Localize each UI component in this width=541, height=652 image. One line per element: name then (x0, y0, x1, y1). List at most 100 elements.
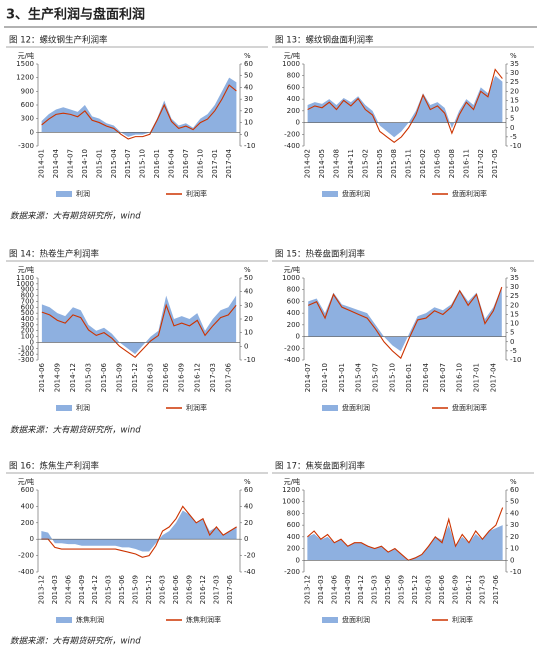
y-tick-label: 800 (287, 286, 300, 294)
x-tick-label: 2014-08 (332, 149, 340, 178)
x-tick-label: 2017-03 (212, 575, 220, 604)
y-tick-label: 200 (21, 327, 34, 335)
y2-tick-label: -5 (510, 347, 517, 355)
x-tick-label: 2015-06 (384, 574, 392, 604)
y2-tick-label: 40 (244, 83, 253, 91)
legend-swatch (56, 405, 72, 411)
y2-tick-label: 10 (510, 545, 519, 553)
y-tick-label: 1200 (282, 486, 300, 494)
x-tick-label: 2015-12 (131, 363, 139, 392)
y2-axis-label: % (510, 478, 517, 486)
rate-line (41, 84, 237, 140)
profit-area (308, 286, 502, 352)
x-tick-label: 2015-06 (100, 362, 108, 392)
x-tick-label: 2015-07 (124, 149, 132, 178)
y2-tick-label: 0 (510, 338, 514, 346)
y-tick-label: 900 (21, 286, 34, 294)
y2-tick-label: 50 (244, 72, 253, 80)
x-tick-label: 2013-12 (303, 575, 311, 604)
y2-tick-label: 10 (510, 320, 519, 328)
x-tick-label: 2014-07 (304, 363, 312, 392)
chart-title: 图 17：焦炭盘面利润率 (275, 461, 366, 472)
x-tick-label: 2017-01 (473, 363, 481, 392)
x-tick-label: 2015-03 (105, 575, 113, 604)
y2-tick-label: 30 (244, 301, 253, 309)
rate-line (307, 286, 503, 360)
x-tick-label: 2017-04 (489, 362, 497, 392)
y2-axis-label: % (244, 478, 251, 486)
x-tick-label: 2015-02 (361, 149, 369, 178)
legend-label: 利润率 (452, 615, 473, 624)
y2-axis-label: % (510, 52, 517, 60)
y-tick-label: 600 (21, 486, 34, 494)
x-tick-label: 2015-04 (110, 148, 118, 178)
y-tick-label: 0 (296, 556, 300, 564)
y-tick-label: 600 (21, 303, 34, 311)
legend-swatch (322, 191, 338, 197)
x-tick-label: 2016-11 (462, 149, 470, 178)
x-tick-label: 2017-06 (226, 574, 234, 604)
y-tick-label: 900 (21, 87, 34, 95)
y-axis-label: 元/吨 (284, 477, 300, 486)
y-tick-label: 400 (21, 502, 34, 510)
y-tick-label: 700 (21, 297, 34, 305)
source-note: 数据来源：大有期货研究所，wind (10, 636, 141, 647)
x-tick-label: 2016-03 (425, 575, 433, 604)
x-tick-label: 2016-03 (147, 363, 155, 392)
x-tick-label: 2014-09 (78, 575, 86, 604)
y2-tick-label: 20 (510, 87, 519, 95)
legend-swatch (322, 617, 338, 623)
y2-tick-label: 0 (244, 535, 248, 543)
legend-label: 利润率 (186, 403, 207, 412)
y2-tick-label: 60 (510, 486, 519, 494)
x-tick-label: 2017-04 (225, 148, 233, 178)
x-tick-label: 2015-05 (376, 149, 384, 178)
y-axis-label: 元/吨 (18, 265, 34, 274)
y2-tick-label: 40 (244, 288, 253, 296)
profit-area (307, 75, 503, 138)
x-tick-label: 2014-09 (53, 363, 61, 392)
x-tick-label: 2015-04 (355, 362, 363, 392)
y-tick-label: 1500 (16, 60, 34, 68)
legend-swatch (322, 405, 338, 411)
x-tick-label: 2014-02 (304, 149, 312, 178)
x-tick-label: 2013-12 (37, 575, 45, 604)
x-tick-label: 2016-03 (159, 575, 167, 604)
y-tick-label: 1100 (16, 274, 34, 282)
x-tick-label: 2017-01 (211, 149, 219, 178)
y-tick-label: 200 (21, 519, 34, 527)
y2-axis-label: % (244, 266, 251, 274)
y-tick-label: -200 (284, 344, 300, 352)
y-tick-label: 400 (287, 309, 300, 317)
profit-area (41, 77, 237, 137)
y-tick-label: -400 (284, 356, 300, 364)
x-tick-label: 2016-12 (465, 575, 473, 604)
y-tick-label: 1000 (282, 274, 300, 282)
y-tick-label: 0 (30, 128, 34, 136)
legend-label: 盘面利润率 (452, 189, 487, 198)
y-tick-label: 200 (287, 107, 300, 115)
y2-tick-label: 30 (510, 69, 519, 77)
y2-tick-label: 0 (510, 124, 514, 132)
legend-label: 炼焦利润率 (186, 615, 221, 624)
y-tick-label: 0 (30, 535, 34, 543)
y2-tick-label: -5 (510, 133, 517, 141)
y-tick-label: -400 (284, 142, 300, 150)
x-tick-label: 2015-01 (338, 363, 346, 392)
legend-label: 炼焦利润 (76, 615, 104, 624)
source-note: 数据来源：大有期货研究所，wind (10, 211, 141, 222)
y2-tick-label: 25 (510, 78, 519, 86)
chart-title: 图 12：螺纹钢生产利润率 (9, 35, 108, 46)
y-tick-label: -400 (18, 568, 34, 576)
y2-tick-label: 20 (510, 301, 519, 309)
y-tick-label: 600 (21, 101, 34, 109)
y2-tick-label: 60 (244, 486, 253, 494)
y2-tick-label: 50 (510, 498, 519, 506)
page-heading: 3、生产利润与盘面利润 (6, 7, 145, 23)
x-tick-label: 2016-10 (196, 149, 204, 178)
y-tick-label: 0 (30, 338, 34, 346)
x-tick-label: 2014-12 (91, 575, 99, 604)
source-note: 数据来源：大有期货研究所，wind (10, 425, 141, 436)
y2-tick-label: 30 (510, 283, 519, 291)
y2-tick-label: 35 (510, 274, 519, 282)
